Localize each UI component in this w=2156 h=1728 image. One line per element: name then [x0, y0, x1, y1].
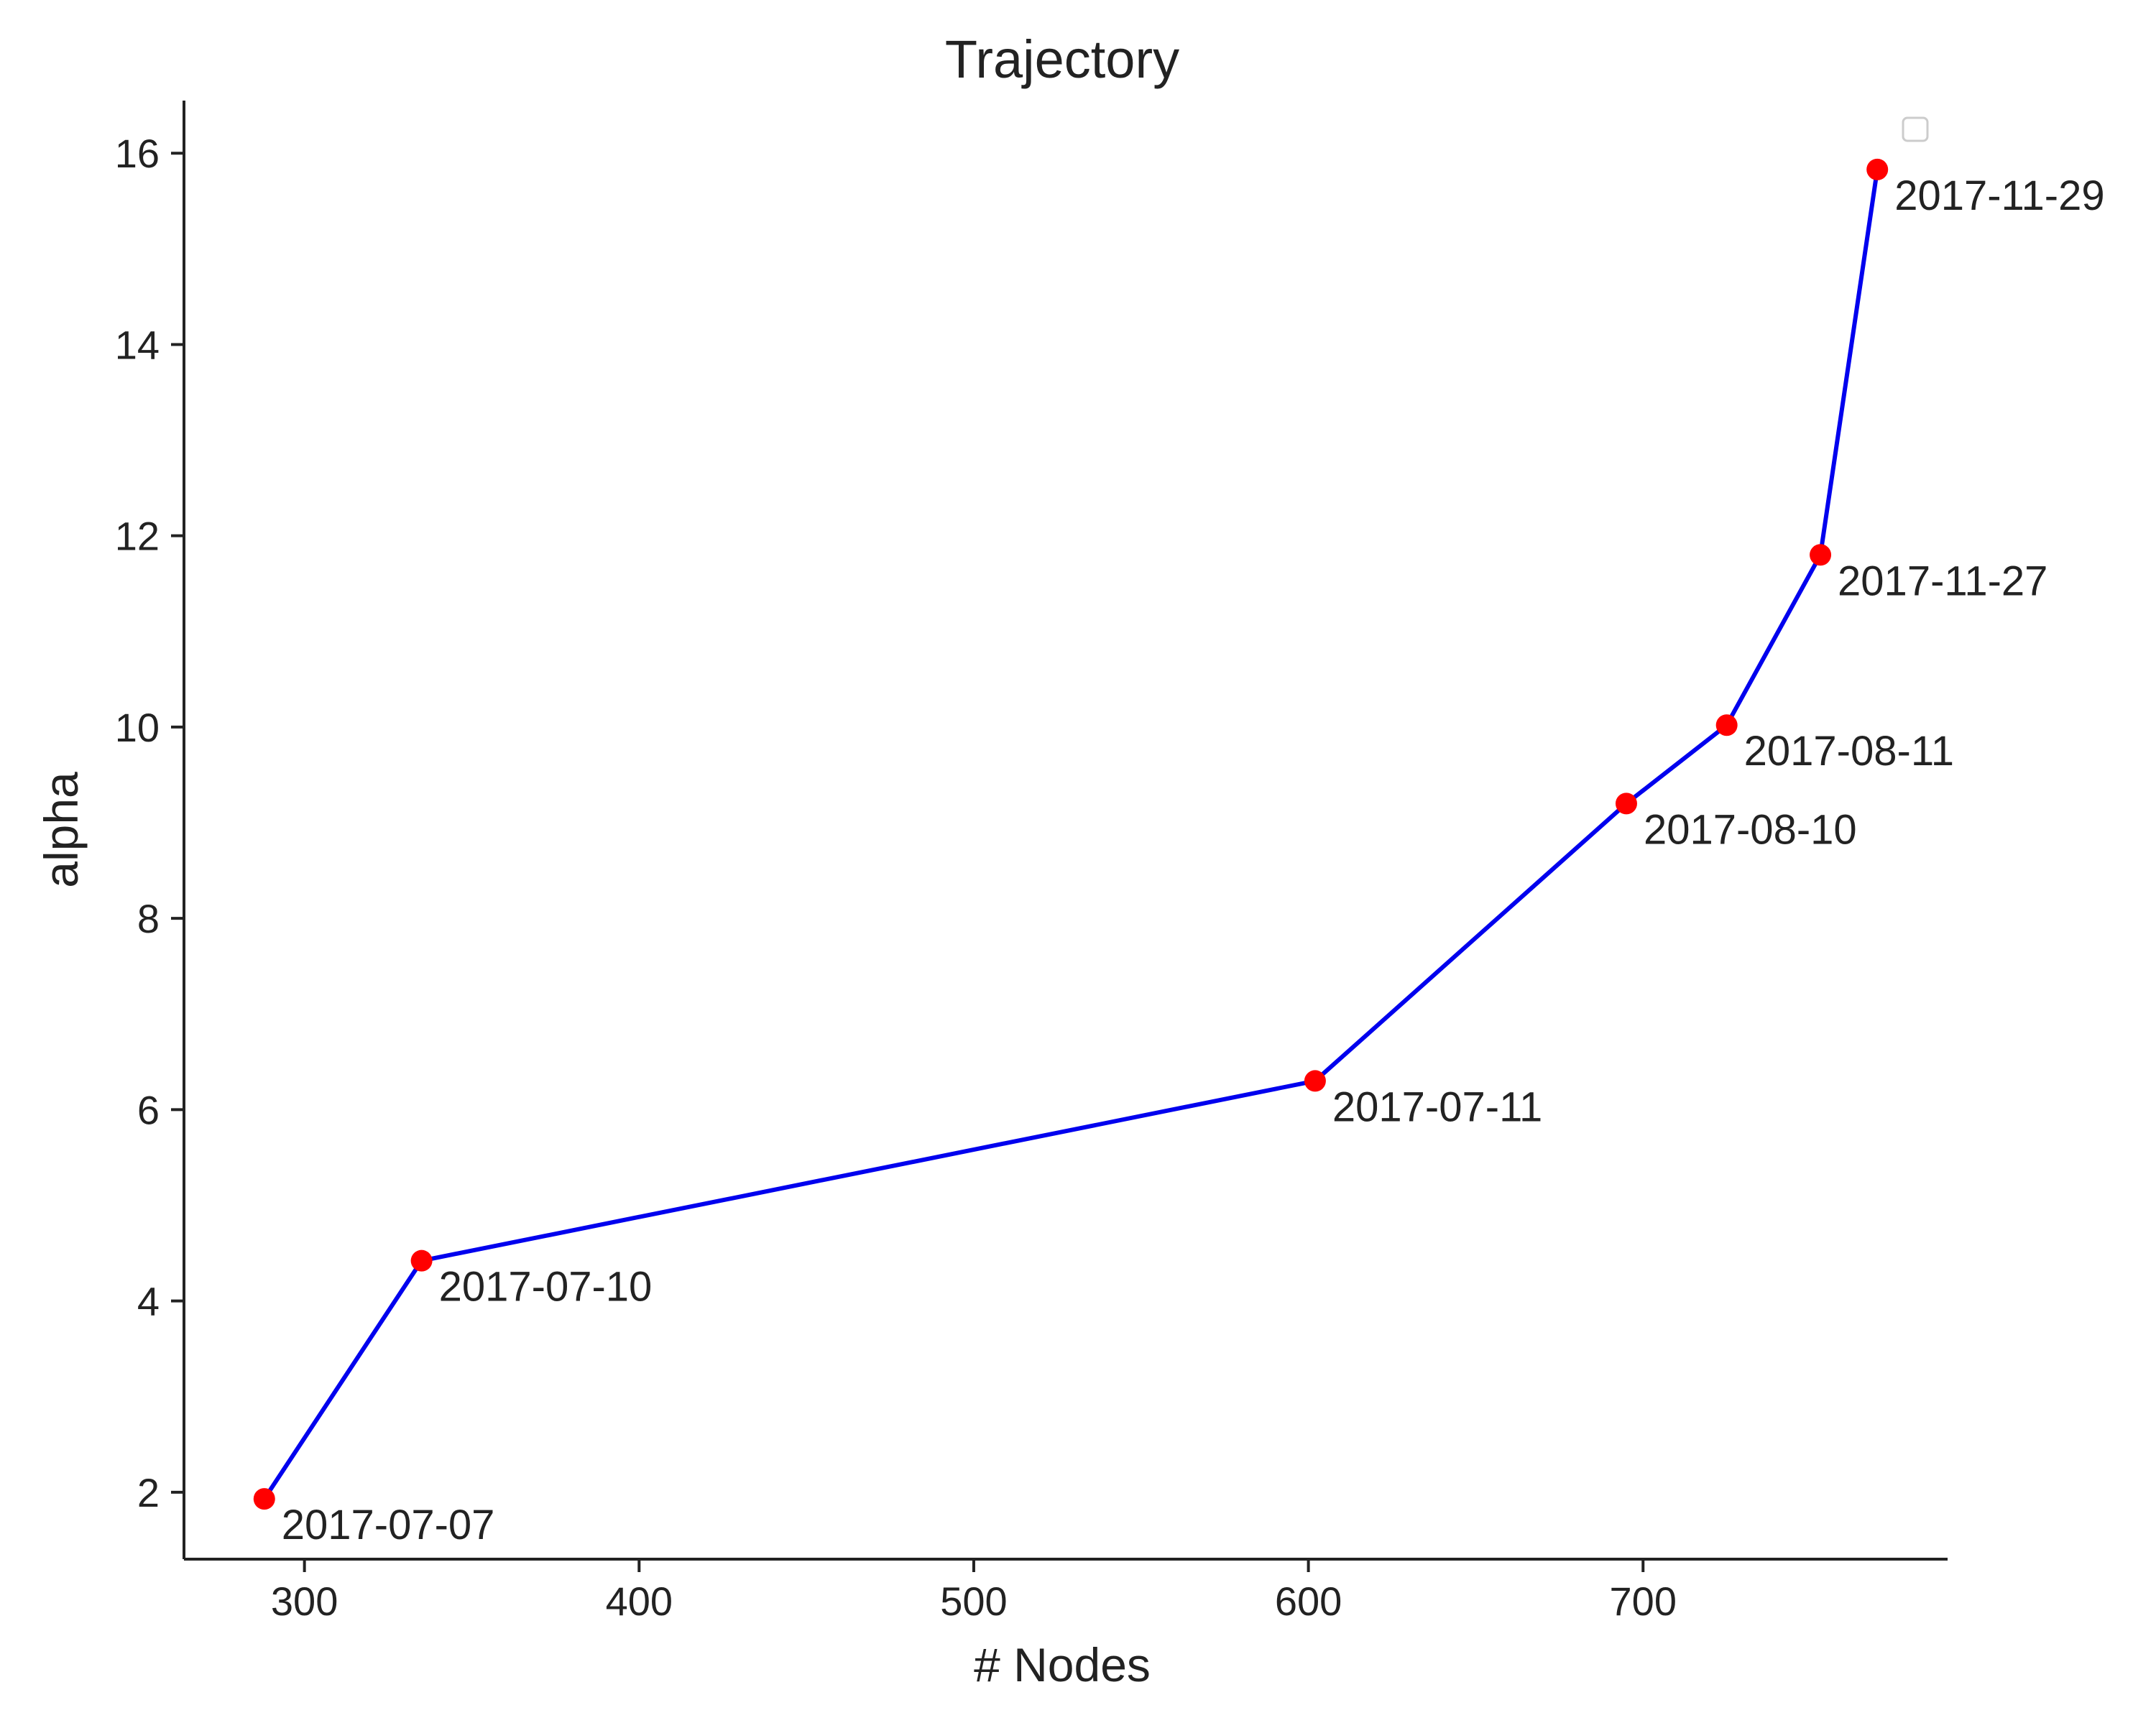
- point-label: 2017-11-27: [1838, 558, 2047, 604]
- data-point: [410, 1249, 433, 1272]
- y-tick-label: 16: [115, 131, 160, 176]
- point-label: 2017-07-07: [282, 1502, 495, 1548]
- y-tick-label: 12: [115, 514, 160, 559]
- data-point: [1304, 1070, 1326, 1092]
- y-tick-label: 14: [115, 322, 160, 367]
- y-axis-label: alpha: [34, 772, 88, 888]
- y-ticks: 2 4 6 8 10 12 14 16: [115, 131, 184, 1515]
- x-ticks: 300 400 500 600 700: [271, 1559, 1677, 1624]
- chart-title: Trajectory: [945, 29, 1179, 89]
- point-label: 2017-11-29: [1894, 172, 2104, 219]
- x-tick-label: 300: [271, 1579, 338, 1624]
- x-tick-label: 400: [606, 1579, 673, 1624]
- point-label: 2017-07-11: [1332, 1084, 1542, 1130]
- data-point: [1866, 158, 1889, 180]
- point-label: 2017-07-10: [439, 1264, 653, 1311]
- y-tick-label: 4: [137, 1279, 160, 1324]
- y-tick-label: 10: [115, 705, 160, 750]
- point-label: 2017-08-10: [1644, 806, 1857, 853]
- x-axis-label: # Nodes: [974, 1638, 1151, 1691]
- x-tick-label: 600: [1275, 1579, 1342, 1624]
- series-layer: 2017-07-07 2017-07-10 2017-07-11 2017-08-10…: [253, 158, 2105, 1548]
- data-point: [1615, 793, 1637, 815]
- y-tick-label: 6: [137, 1087, 160, 1132]
- y-tick-label: 8: [137, 896, 160, 941]
- data-point: [1715, 714, 1738, 736]
- x-tick-label: 700: [1610, 1579, 1677, 1624]
- data-point: [1810, 544, 1832, 566]
- legend-box: [1902, 116, 1929, 142]
- point-label: 2017-08-11: [1744, 728, 1954, 775]
- y-tick-label: 2: [137, 1470, 160, 1515]
- x-tick-label: 500: [940, 1579, 1007, 1624]
- data-point: [253, 1488, 275, 1510]
